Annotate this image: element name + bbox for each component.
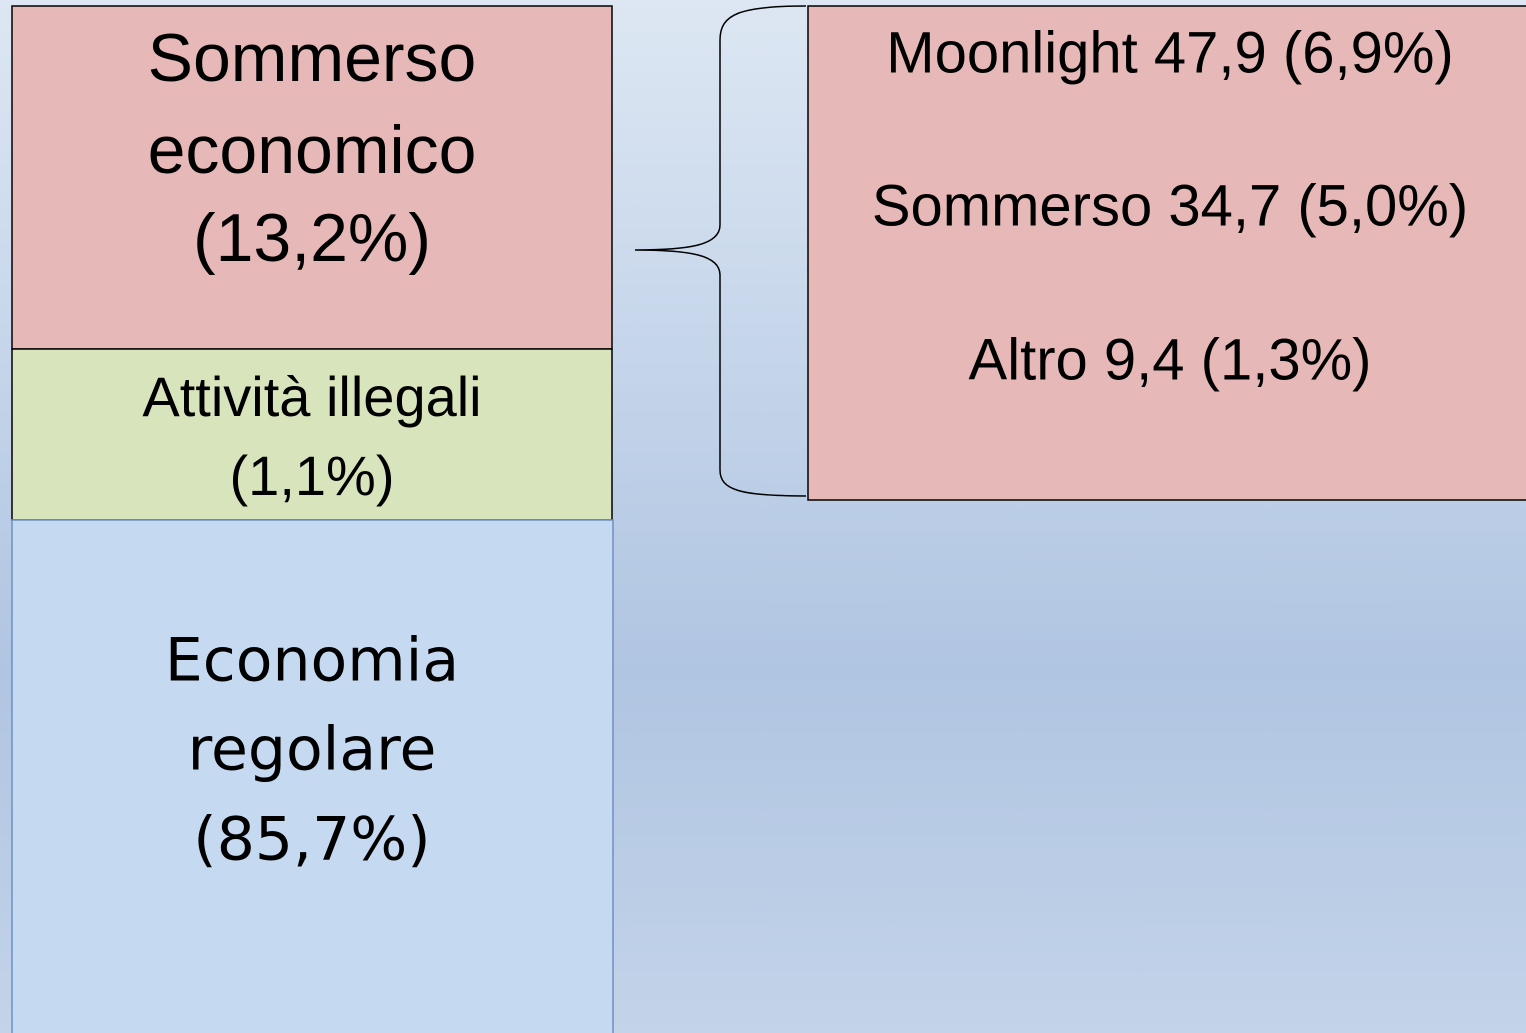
box-text: Economia xyxy=(165,626,459,696)
box-text: (13,2%) xyxy=(193,200,431,276)
brace xyxy=(634,5,807,497)
box-text: (1,1%) xyxy=(230,444,395,507)
box-text: Attività illegali xyxy=(142,365,481,428)
box-sommerso xyxy=(11,5,613,350)
box-text: (85,7%) xyxy=(193,805,430,875)
box-illegali xyxy=(11,348,613,521)
breakdown-text: Moonlight 47,9 (6,9%) xyxy=(886,20,1453,85)
breakdown-text: Altro 9,4 (1,3%) xyxy=(969,327,1372,392)
box-text: Sommerso xyxy=(148,20,477,96)
box-breakdown xyxy=(807,5,1526,501)
box-text: regolare xyxy=(188,715,437,785)
box-text: economico xyxy=(148,112,477,188)
box-regolare xyxy=(11,519,614,1033)
breakdown-text: Sommerso 34,7 (5,0%) xyxy=(872,173,1468,238)
